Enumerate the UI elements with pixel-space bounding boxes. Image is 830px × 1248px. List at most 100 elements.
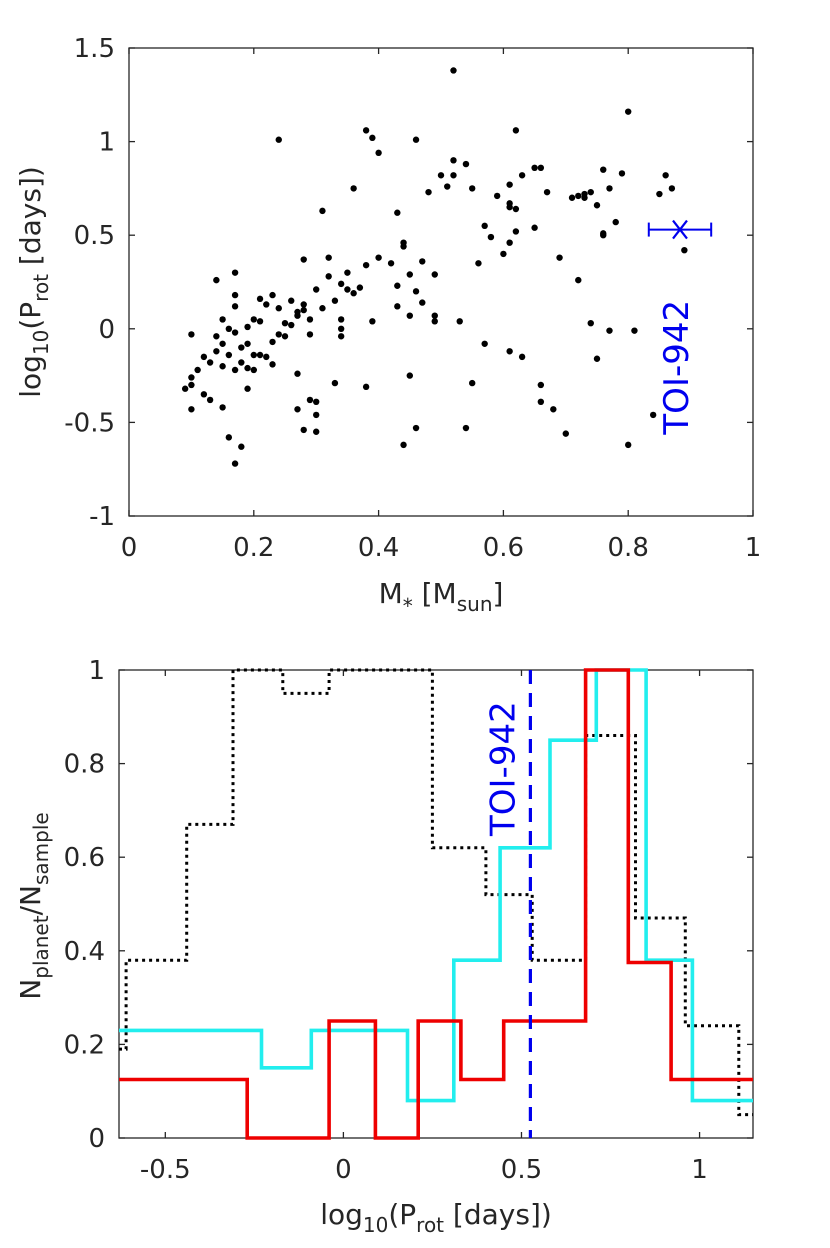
scatter-point [537, 381, 545, 389]
scatter-point [188, 381, 195, 389]
scatter-point [406, 372, 413, 379]
scatter-point [431, 318, 438, 325]
scatter-point [275, 136, 282, 143]
scatter-point [238, 344, 245, 351]
scatter-point [188, 331, 195, 338]
scatter-point [431, 312, 438, 319]
scatter-ticks: 0 0.2 0.4 0.6 0.8 1 -1 -0.5 0 0.5 1 1.5 [64, 34, 761, 563]
scatter-point [419, 299, 426, 306]
scatter-point [250, 366, 257, 374]
scatter-point [681, 246, 688, 254]
scatter-point [562, 430, 569, 437]
scatter-point [469, 185, 476, 192]
scatter-point [300, 426, 307, 434]
scatter-x-axis-label: M* [Msun] [379, 577, 504, 618]
scatter-x-tick-label: 0.8 [608, 533, 649, 563]
scatter-point [300, 256, 307, 263]
scatter-point [225, 434, 233, 441]
scatter-point [481, 340, 488, 347]
scatter-point [587, 319, 594, 327]
histogram-axes-box [118, 669, 754, 1139]
scatter-point [263, 301, 270, 308]
scatter-point [319, 207, 326, 215]
scatter-point [325, 273, 332, 280]
scatter-point [394, 303, 401, 310]
scatter-point [219, 363, 226, 370]
scatter-point [531, 224, 538, 231]
scatter-point [331, 297, 339, 304]
scatter-point [456, 318, 463, 325]
scatter-point [575, 192, 582, 200]
scatter-point [281, 319, 289, 327]
scatter-point [231, 460, 239, 467]
scatter-point [231, 269, 239, 276]
scatter-point [493, 192, 501, 200]
scatter-point [213, 333, 220, 340]
scatter-point [362, 127, 370, 134]
scatter-point [512, 205, 520, 213]
scatter-point [288, 297, 295, 304]
scatter-point [606, 185, 613, 192]
scatter-x-tick-label: 0 [121, 533, 138, 563]
scatter-point [219, 340, 226, 347]
scatter-y-axis-label: log10(Prot [days]) [14, 166, 53, 398]
scatter-point [431, 271, 438, 278]
scatter-panel: 0 0.2 0.4 0.6 0.8 1 -1 -0.5 0 0.5 1 1.5 TOI-942 M* … [14, 34, 761, 618]
toi-942-scatter-label: TOI-942 [657, 300, 697, 436]
scatter-point [412, 136, 420, 143]
scatter-point [200, 391, 208, 398]
scatter-point [244, 340, 251, 347]
scatter-point [200, 353, 208, 361]
scatter-point [550, 406, 557, 413]
scatter-x-tick-label: 1 [745, 533, 762, 563]
scatter-point [600, 166, 607, 173]
scatter-point [313, 398, 320, 406]
scatter-x-tick-label: 0.6 [483, 533, 524, 563]
scatter-point [269, 291, 276, 299]
scatter-point [362, 383, 370, 391]
scatter-point [543, 188, 551, 196]
scatter-point [469, 379, 476, 387]
histogram-series [119, 668, 753, 1140]
scatter-point [387, 260, 395, 267]
scatter-point [531, 164, 538, 172]
scatter-point [331, 379, 339, 387]
histogram-y-tick-label: 1 [88, 656, 105, 686]
scatter-point [294, 312, 301, 319]
scatter-point [506, 239, 513, 246]
scatter-point [394, 282, 401, 289]
scatter-point [256, 318, 264, 325]
scatter-point [219, 404, 226, 411]
scatter-y-tick-label: 1 [98, 128, 115, 158]
scatter-point [238, 443, 245, 450]
histogram-y-tick-label: 0.6 [64, 843, 105, 873]
scatter-point [313, 428, 320, 435]
scatter-point [337, 333, 345, 340]
scatter-point [337, 325, 345, 332]
scatter-point [575, 276, 582, 284]
scatter-point [625, 441, 632, 449]
histogram-x-tick-label: -0.5 [140, 1155, 191, 1185]
scatter-point [375, 254, 382, 261]
scatter-y-tick-label: 0.5 [74, 221, 115, 251]
scatter-point [506, 348, 513, 355]
histogram-series-cyan [119, 668, 753, 1103]
scatter-point [294, 406, 301, 413]
scatter-point [231, 366, 239, 374]
histogram-y-tick-label: 0 [88, 1124, 105, 1154]
toi-942-histogram-label: TOI-942 [483, 701, 523, 837]
scatter-point [506, 203, 513, 211]
scatter-point [256, 295, 264, 303]
scatter-point [462, 424, 470, 432]
scatter-point [238, 359, 245, 366]
scatter-point [313, 411, 320, 419]
scatter-point [406, 312, 413, 319]
scatter-point [350, 185, 357, 192]
scatter-x-tick-label: 0.4 [358, 533, 399, 563]
toi-942-marker-group [647, 219, 713, 240]
scatter-point [225, 351, 233, 359]
histogram-x-tick-label: 0 [335, 1155, 352, 1185]
scatter-point [500, 250, 507, 258]
scatter-point [450, 172, 457, 179]
scatter-point [244, 323, 251, 331]
